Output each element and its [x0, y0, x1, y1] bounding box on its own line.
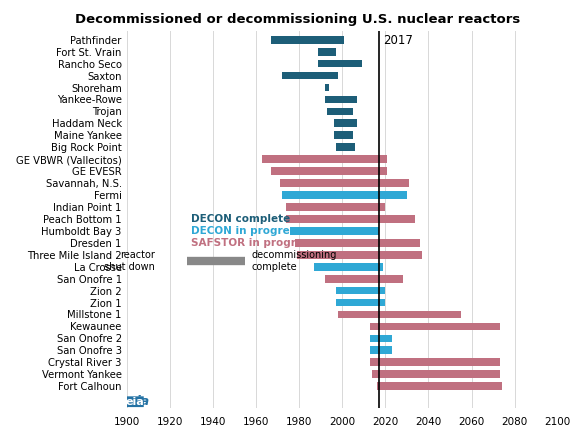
- Bar: [282, 72, 338, 79]
- Bar: [370, 358, 500, 366]
- Bar: [325, 95, 357, 103]
- Bar: [325, 275, 402, 283]
- Text: SAFSTOR in progress: SAFSTOR in progress: [191, 238, 316, 248]
- Bar: [327, 108, 353, 115]
- Bar: [271, 167, 388, 175]
- Bar: [282, 191, 407, 199]
- Bar: [262, 155, 388, 163]
- Bar: [336, 143, 355, 151]
- Bar: [370, 335, 392, 342]
- FancyBboxPatch shape: [126, 396, 144, 407]
- Bar: [319, 60, 362, 68]
- Bar: [286, 203, 385, 211]
- Bar: [325, 84, 329, 91]
- Bar: [297, 251, 422, 258]
- Bar: [334, 131, 353, 139]
- Bar: [334, 120, 357, 127]
- Bar: [290, 227, 379, 235]
- Bar: [286, 215, 415, 223]
- Bar: [314, 263, 383, 271]
- Bar: [370, 346, 392, 354]
- Bar: [377, 382, 501, 390]
- Text: decommissioning
complete: decommissioning complete: [252, 250, 337, 271]
- Text: DECON complete: DECON complete: [191, 214, 290, 224]
- Bar: [373, 370, 500, 378]
- Text: reactor
shut down: reactor shut down: [104, 250, 155, 271]
- Text: eia: eia: [129, 395, 150, 408]
- Bar: [319, 48, 336, 56]
- Text: 2017: 2017: [383, 34, 413, 47]
- Text: eia: eia: [126, 397, 144, 407]
- Bar: [279, 179, 409, 187]
- Bar: [295, 239, 420, 247]
- Text: DECON in progress: DECON in progress: [191, 226, 302, 236]
- Text: Decommissioned or decommissioning U.S. nuclear reactors: Decommissioned or decommissioning U.S. n…: [75, 13, 520, 26]
- Bar: [338, 310, 461, 319]
- Bar: [336, 299, 385, 306]
- Bar: [370, 323, 500, 330]
- Bar: [336, 287, 385, 294]
- Bar: [271, 36, 344, 43]
